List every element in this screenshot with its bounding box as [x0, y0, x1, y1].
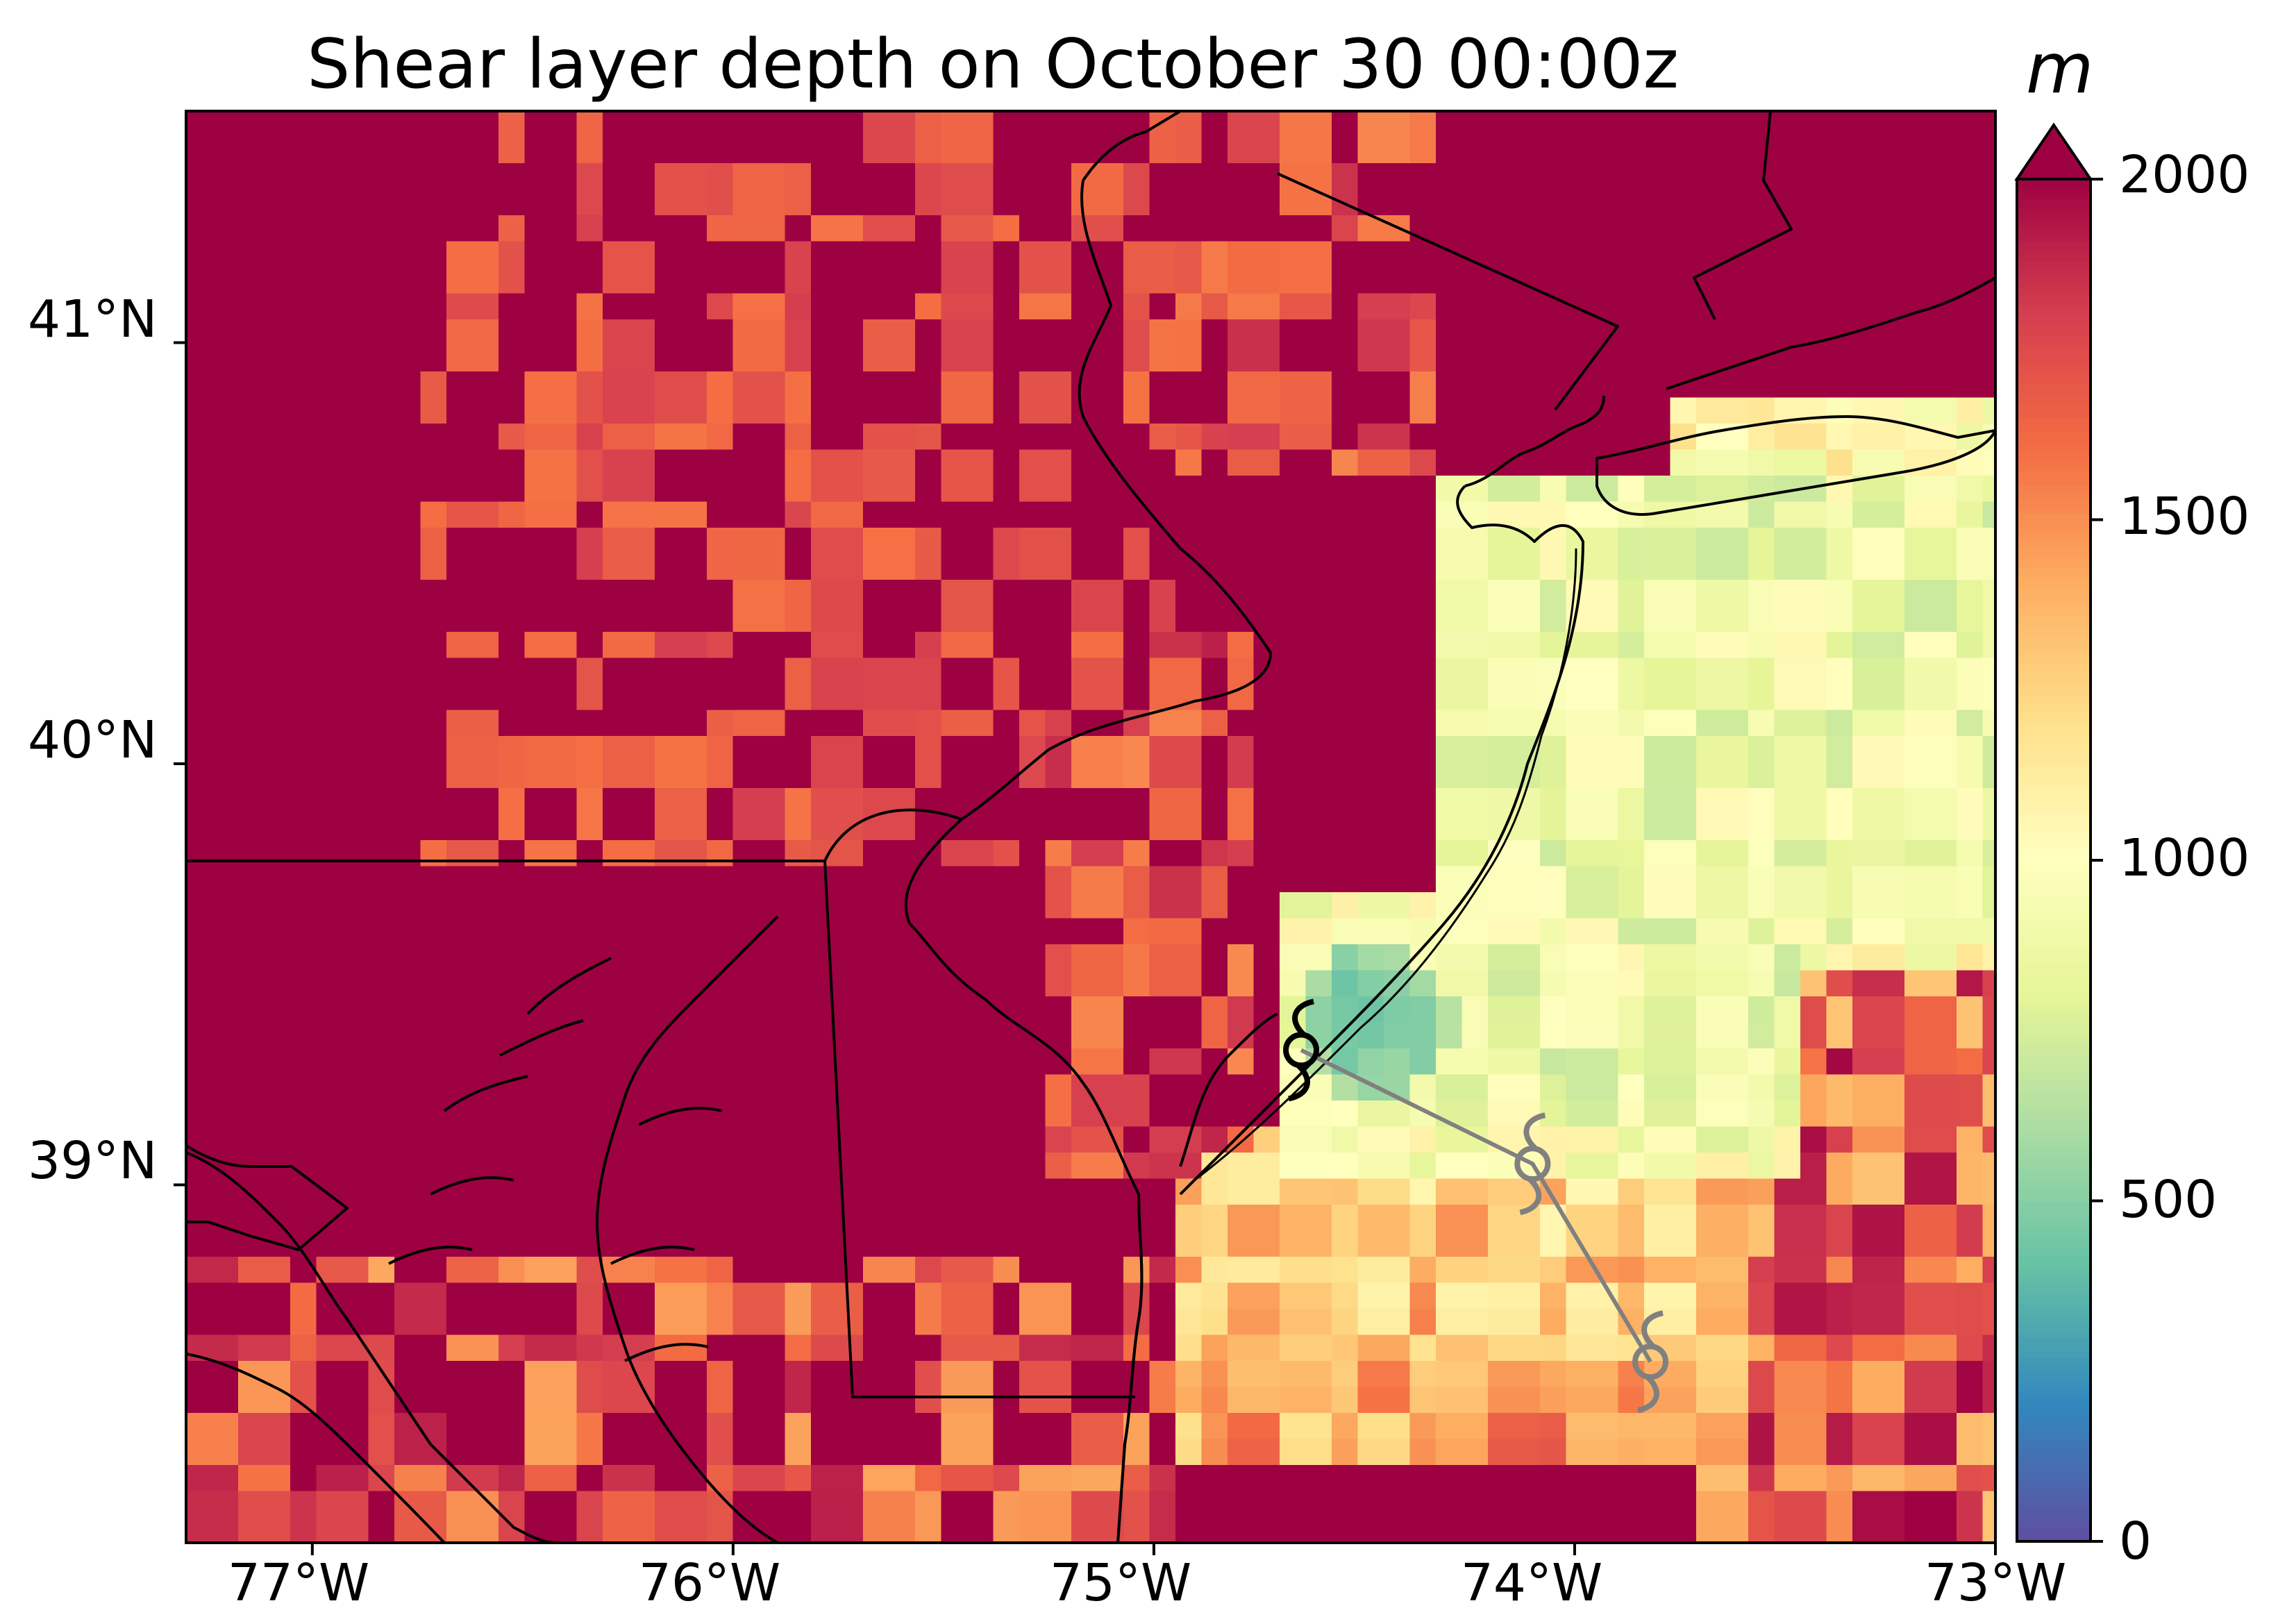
map-title: Shear layer depth on October 30 00:00z — [307, 25, 1679, 104]
long-island — [1596, 415, 1995, 516]
lon-tick-77w: 77°W — [227, 1553, 370, 1613]
lat-tick-41n: 41°N — [28, 290, 158, 349]
ny-nj-border — [1277, 172, 1619, 411]
lat-tick-40n: 40°N — [28, 710, 158, 770]
delaware-bay-coast — [1179, 1012, 1278, 1167]
lon-tick-73w: 73°W — [1924, 1553, 2067, 1613]
colorbar-unit-label: m — [2026, 28, 2094, 109]
de-arc-border — [823, 808, 962, 862]
nj-barrier-islands — [1194, 548, 1577, 1182]
ny-ct-border — [1693, 111, 1793, 320]
lon-tick-75w: 75°W — [1049, 1553, 1192, 1613]
md-west-piece — [186, 1144, 349, 1251]
map-frame — [185, 110, 1997, 1544]
coastlines-and-borders — [186, 111, 1995, 1543]
delaware-bay-east — [960, 111, 1272, 821]
de-atlantic-coast — [1116, 1194, 1144, 1543]
hurricane-icon-forecast-1 — [1514, 1112, 1551, 1216]
colorbar-tick-0: 0 — [2119, 1512, 2152, 1571]
storm-track — [1283, 998, 1669, 1414]
storm-track-line — [1300, 1048, 1652, 1363]
hurricane-icon-current — [1283, 998, 1320, 1102]
lon-tick-74w: 74°W — [1460, 1553, 1603, 1613]
shear-depth-grid — [186, 111, 1995, 1543]
ct-coast — [1666, 276, 1995, 390]
colorbar — [174, 122, 2103, 1555]
hurricane-icon-forecast-2 — [1632, 1310, 1669, 1414]
lon-tick-76w: 76°W — [638, 1553, 781, 1613]
chesapeake-east — [596, 915, 779, 1543]
va-shore — [186, 1353, 446, 1543]
colorbar-tick-1000: 1000 — [2119, 828, 2250, 888]
colorbar-extend-arrow — [2014, 122, 2093, 181]
chesapeake-rivers — [388, 957, 723, 1362]
nj-atlantic-coast — [1179, 485, 1584, 1196]
lat-tick-39n: 39°N — [28, 1131, 158, 1191]
colorbar-tick-500: 500 — [2119, 1170, 2218, 1230]
colorbar-tick-1500: 1500 — [2119, 487, 2250, 546]
colorbar-tick-2000: 2000 — [2119, 145, 2250, 205]
de-west-border — [823, 860, 1135, 1398]
chesapeake-west — [186, 1151, 556, 1543]
ny-harbor — [1464, 395, 1605, 487]
